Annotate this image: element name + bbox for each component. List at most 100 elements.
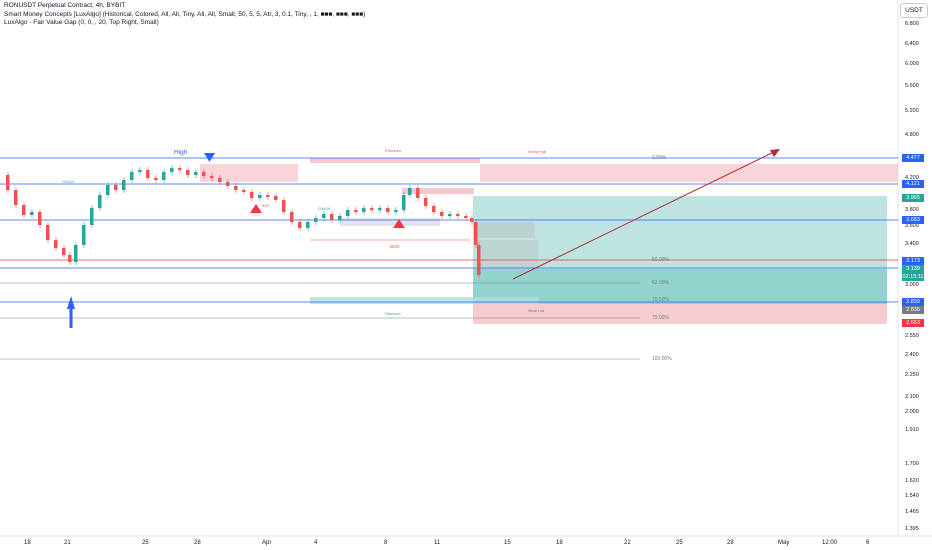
price-tick-label: 2.550: [905, 333, 919, 339]
candle-body: [464, 216, 468, 218]
demand-block: [340, 218, 440, 226]
candle-body: [146, 170, 150, 178]
projection-arrow-head: [770, 149, 780, 157]
time-tick-label: 12:00: [822, 540, 838, 546]
price-tick-label: 1.910: [905, 427, 919, 433]
price-badge: 3.139: [902, 265, 924, 273]
premium-zone-right: [480, 164, 898, 182]
candle-body: [456, 214, 460, 216]
discount-zone: [310, 297, 538, 304]
sell-signal-icon: [250, 204, 262, 213]
candle-body: [62, 248, 66, 255]
legend-indicator-fvg[interactable]: LuxAlgo - Fair Value Gap (0, 0, , 20, To…: [4, 19, 159, 26]
candle-body: [68, 255, 72, 262]
price-tick-label: 5.200: [905, 108, 919, 114]
candle-body: [330, 214, 334, 220]
price-badge: 4.477: [902, 154, 924, 162]
candle-body: [162, 172, 166, 180]
time-tick-label: 22: [624, 540, 631, 546]
price-tick-label: 1.465: [905, 509, 919, 515]
strong-high-label: Strong High: [528, 150, 547, 154]
time-tick-label: 18: [556, 540, 563, 546]
candle-body: [306, 222, 310, 228]
fib-62-label: 62.00%: [652, 280, 670, 286]
candle-body: [394, 210, 398, 212]
candle-body: [226, 182, 230, 186]
price-badge: 02:15:11: [902, 273, 924, 281]
candle-body: [38, 212, 42, 225]
price-badge: 2.835: [902, 306, 924, 314]
candle-body: [106, 185, 110, 195]
candle-body: [474, 222, 478, 245]
time-tick-label: 8: [384, 540, 388, 546]
time-tick-label: 25: [142, 540, 149, 546]
low-marker-icon: [67, 296, 75, 309]
candle-body: [290, 212, 294, 222]
price-tick-label: 2.250: [905, 372, 919, 378]
bos-label: BOS: [390, 244, 400, 249]
fib-705-label: 70.50%: [652, 297, 670, 303]
supply-zone: [200, 164, 298, 182]
candle-body: [178, 168, 182, 170]
candle-body: [416, 188, 420, 198]
fib-0-label: 0.00%: [652, 155, 667, 161]
candle-body: [138, 170, 142, 172]
high-label: High: [174, 149, 188, 156]
candle-body: [424, 198, 428, 206]
price-badge: 3.965: [902, 194, 924, 202]
candle-body: [186, 170, 190, 175]
price-tick-label: 5.600: [905, 83, 919, 89]
fvg-box-2: [478, 240, 538, 270]
price-tick-label: 3.000: [905, 282, 919, 288]
candle-body: [346, 210, 350, 216]
candle-body: [74, 245, 78, 262]
candle-body: [170, 168, 174, 172]
time-tick-label: May: [778, 540, 790, 546]
candle-body: [98, 195, 102, 208]
time-tick-label: 18: [24, 540, 31, 546]
candle-body: [298, 222, 302, 228]
candle-body: [258, 195, 262, 198]
legend-indicator-smc[interactable]: Smart Money Concepts [LuxAlgo] (Historic…: [4, 10, 366, 18]
price-tick-label: 2.400: [905, 352, 919, 358]
fib-79-label: 79.00%: [652, 315, 670, 321]
time-tick-label: 21: [64, 540, 71, 546]
choch-label-2: CHoCH: [318, 207, 331, 211]
low-marker-stem: [69, 309, 73, 328]
candle-body: [54, 240, 58, 248]
price-tick-label: 6.000: [905, 61, 919, 67]
price-tick-label: 4.800: [905, 132, 919, 138]
chart-legend: RONUSDT Perpetual Contract, 4h, BYBIT Sm…: [4, 2, 365, 28]
candle-body: [362, 208, 366, 212]
candle-body: [154, 178, 158, 180]
ibos-label: BOS: [262, 204, 270, 208]
candle-body: [266, 195, 270, 197]
candle-body: [314, 218, 318, 222]
price-badge: 3.173: [902, 257, 924, 265]
candle-body: [370, 208, 374, 210]
candle-body: [440, 212, 444, 216]
candle-body: [432, 206, 436, 212]
currency-button[interactable]: USDT: [900, 3, 928, 18]
candle-body: [282, 200, 286, 212]
candle-body: [354, 210, 358, 212]
candle-body: [130, 172, 134, 180]
supply-zone-2: [402, 188, 474, 194]
candle-body: [114, 185, 118, 190]
legend-symbol[interactable]: RONUSDT Perpetual Contract, 4h, BYBIT: [4, 2, 126, 9]
fib-100-label: 100.00%: [652, 356, 672, 362]
price-tick-label: 1.700: [905, 461, 919, 467]
price-badge: 3.683: [902, 216, 924, 224]
premium-zone: [310, 158, 480, 163]
time-tick-label: 4: [314, 540, 318, 546]
price-badge: 2.839: [902, 298, 924, 306]
price-tick-label: 1.620: [905, 478, 919, 484]
candle-body: [30, 212, 34, 215]
price-tick-label: 2.000: [905, 409, 919, 415]
time-tick-label: 15: [504, 540, 511, 546]
premium-label: Premium: [385, 148, 402, 153]
price-tick-label: 6.400: [905, 41, 919, 47]
price-tick-label: 3.400: [905, 241, 919, 247]
candle-body: [46, 225, 50, 240]
